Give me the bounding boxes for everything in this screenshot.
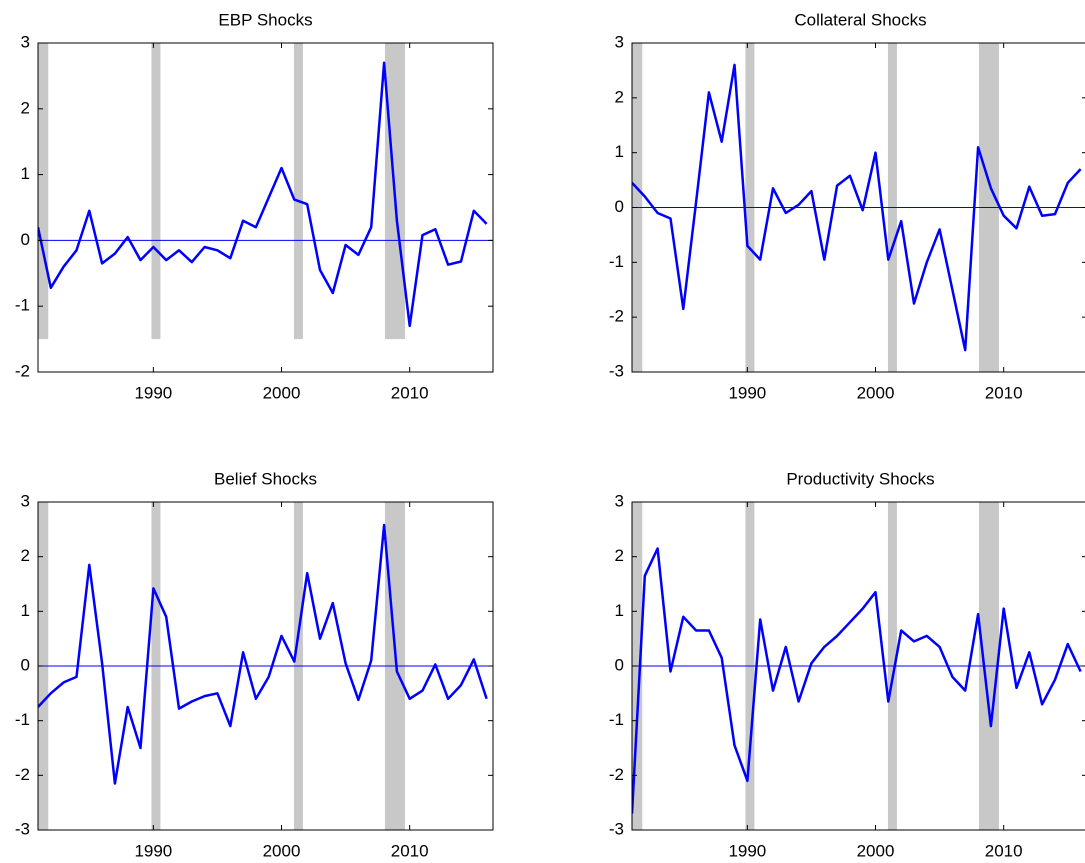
x-tick-label: 2000 [263,383,301,402]
x-tick-label: 1990 [134,383,172,402]
y-tick-label: 3 [615,32,624,51]
y-tick-label: 1 [21,601,30,620]
x-tick-label: 2000 [263,841,301,860]
data-line [38,61,488,328]
y-tick-label: 2 [21,98,30,117]
x-tick-label: 1990 [728,383,766,402]
x-tick-label: 2000 [857,841,895,860]
y-tick-label: 0 [615,655,624,674]
x-tick-label: 2010 [391,841,429,860]
y-tick-label: -2 [15,765,30,784]
data-line [632,547,1082,814]
y-tick-label: 2 [615,87,624,106]
x-tick-label: 2010 [391,383,429,402]
x-tick-label: 2000 [857,383,895,402]
y-tick-label: -2 [15,361,30,380]
chart-title: Productivity Shocks [786,469,934,488]
data-line [38,523,488,785]
y-tick-label: 1 [615,142,624,161]
y-tick-label: -3 [609,819,624,838]
x-tick-label: 1990 [728,841,766,860]
y-tick-label: 0 [615,197,624,216]
y-tick-label: 3 [21,491,30,510]
y-tick-label: 2 [615,546,624,565]
shaded-period [38,43,49,340]
chart-title: Belief Shocks [214,469,317,488]
y-tick-label: -1 [15,296,30,315]
chart-title: Collateral Shocks [794,10,926,29]
chart-title: EBP Shocks [218,10,312,29]
y-tick-label: 0 [21,655,30,674]
y-tick-label: 3 [615,491,624,510]
y-tick-label: 2 [21,546,30,565]
data-line [632,63,1082,352]
shaded-period [293,43,303,340]
x-tick-label: 2010 [985,841,1023,860]
x-tick-label: 1990 [134,841,172,860]
y-tick-label: -1 [609,710,624,729]
y-tick-label: 3 [21,32,30,51]
y-tick-label: 0 [21,230,30,249]
y-tick-label: -1 [15,710,30,729]
y-tick-label: 1 [21,164,30,183]
y-tick-label: -2 [609,765,624,784]
y-tick-label: 1 [615,601,624,620]
shaded-period [151,43,161,340]
y-tick-label: -3 [609,361,624,380]
plot-frame [37,42,494,373]
y-tick-label: -2 [609,307,624,326]
y-tick-label: -3 [15,819,30,838]
x-tick-label: 2010 [985,383,1023,402]
y-tick-label: -1 [609,252,624,271]
